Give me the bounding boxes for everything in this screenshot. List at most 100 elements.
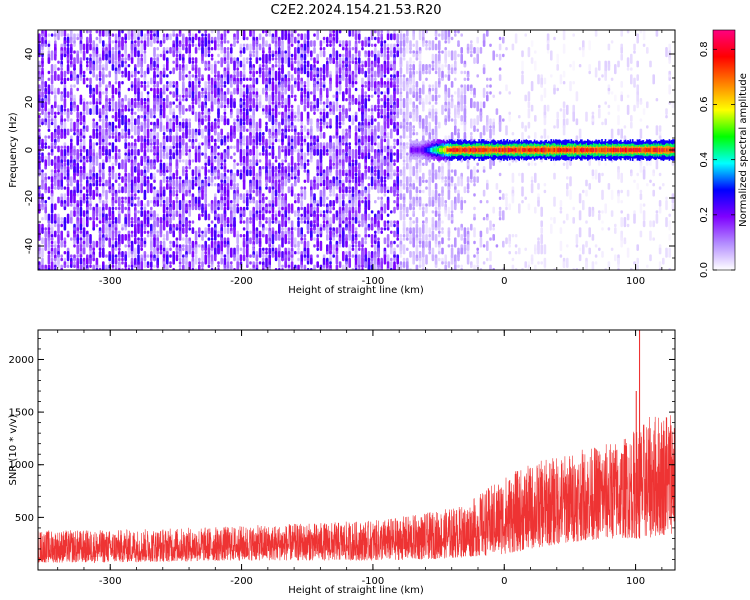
spectrogram-cell xyxy=(198,84,201,88)
spectrogram-cell xyxy=(220,128,223,136)
spectrogram-cell xyxy=(140,84,143,88)
spectrogram-cell xyxy=(41,200,44,204)
spectrogram-cell xyxy=(178,230,182,241)
spectrogram-cell xyxy=(198,203,201,207)
spectrogram-cell xyxy=(265,98,268,102)
spectrogram-cell xyxy=(345,176,348,183)
spectrogram-cell xyxy=(316,169,319,173)
spectrogram-cell xyxy=(169,70,172,75)
spectrogram-cell xyxy=(137,40,140,47)
spectrogram-cell xyxy=(233,70,236,75)
spectrogram-cell xyxy=(303,94,307,98)
spectrogram-cell xyxy=(108,101,111,105)
spectrogram-cell xyxy=(406,176,409,187)
spectrogram-cell xyxy=(290,261,294,270)
spectrogram-cell xyxy=(287,186,291,194)
spectrogram-cell xyxy=(169,210,172,214)
spectrogram-cell xyxy=(290,138,294,143)
spectrogram-cell xyxy=(230,145,233,149)
spectrogram-cell xyxy=(188,121,191,129)
spectrogram-cell xyxy=(223,213,227,217)
spectrogram-cell xyxy=(153,60,156,68)
spectrogram-cell xyxy=(351,172,355,180)
spectrogram-cell xyxy=(412,220,415,224)
spectrogram-cell xyxy=(175,254,179,262)
spectrogram-cell xyxy=(265,43,268,47)
spectrogram-cell xyxy=(198,176,201,187)
spectrogram-cell xyxy=(428,121,431,132)
spectrogram-cell xyxy=(239,162,243,166)
spectrogram-cell xyxy=(198,244,201,248)
spectrogram-cell xyxy=(127,155,131,160)
spectrogram-cell xyxy=(441,227,444,231)
spectrogram-cell xyxy=(60,91,63,95)
spectrogram-cell xyxy=(182,118,185,122)
spectrogram-cell xyxy=(89,135,92,139)
spectrogram-cell xyxy=(95,30,99,34)
spectrogram-cell xyxy=(198,257,201,262)
spectrogram-cell xyxy=(374,70,377,78)
spectrogram-cell xyxy=(50,169,54,173)
spectrogram-cell xyxy=(402,234,406,238)
spectrogram-cell xyxy=(210,237,214,241)
spectrogram-cell xyxy=(345,145,348,153)
spectrogram-cell xyxy=(370,244,374,248)
spectrogram-cell xyxy=(89,94,92,98)
spectrogram-cell xyxy=(249,186,252,190)
spectrogram-cell xyxy=(150,30,153,34)
spectrogram-cell xyxy=(249,169,252,177)
spectrogram-cell xyxy=(294,53,297,61)
spectrogram-cell xyxy=(143,172,147,177)
spectrogram-cell xyxy=(351,206,355,214)
spectrogram-cell xyxy=(290,240,294,248)
spectrogram-cell xyxy=(172,179,175,187)
spectrogram-cell xyxy=(118,162,121,170)
spectrogram-cell xyxy=(377,237,380,241)
spectrogram-cell xyxy=(102,217,105,224)
spectrogram-cell xyxy=(438,50,441,54)
spectrogram-cell xyxy=(175,189,179,194)
spectrogram-cell xyxy=(370,53,374,58)
spectrogram-cell xyxy=(278,206,281,211)
spectrogram-cell xyxy=(207,64,211,68)
spectrogram-cell xyxy=(249,57,252,61)
spectrogram-cell xyxy=(412,33,415,41)
spectrogram-cell xyxy=(102,40,105,47)
spectrogram-cell xyxy=(329,186,332,194)
spectrogram-cell xyxy=(130,220,134,224)
spectrogram-cell xyxy=(310,223,313,228)
spectrogram-cell xyxy=(290,53,294,58)
spectrogram-cell xyxy=(178,142,182,149)
spectrogram-cell xyxy=(406,43,409,54)
spectrogram-cell xyxy=(409,64,412,68)
spectrogram-cell xyxy=(370,111,374,115)
spectrogram-cell xyxy=(281,101,284,105)
spectrogram-cell xyxy=(348,77,351,81)
spectrogram-cell xyxy=(284,155,287,160)
spectrogram-cell xyxy=(249,43,252,51)
spectrogram-cell xyxy=(102,183,105,187)
spectrogram-cell xyxy=(249,108,252,112)
spectrogram-cell xyxy=(79,166,83,170)
spectrogram-cell xyxy=(220,166,223,170)
spectrogram-cell xyxy=(390,77,393,81)
spectrogram-cell xyxy=(306,70,310,78)
spectrogram-cell xyxy=(140,115,143,119)
spectrogram-cell xyxy=(374,43,377,47)
spectrogram-cell xyxy=(50,121,54,126)
spectrogram-cell xyxy=(210,172,214,177)
spectrogram-cell xyxy=(278,67,281,71)
spectrogram-cell xyxy=(383,145,387,153)
spectrogram-cell xyxy=(246,115,249,119)
spectrogram-cell xyxy=(428,169,431,177)
spectrogram-cell xyxy=(111,227,115,231)
spectrogram-cell xyxy=(390,210,393,214)
spectrogram-cell xyxy=(118,264,121,268)
spectrogram-cell xyxy=(306,257,310,262)
spectrogram-cell xyxy=(143,213,147,217)
spectrogram-cell xyxy=(105,74,108,78)
spectrogram-cell xyxy=(207,50,211,54)
spectrogram-cell xyxy=(415,257,419,262)
spectrogram-cell xyxy=(98,101,102,105)
spectrogram-cell xyxy=(332,145,335,149)
